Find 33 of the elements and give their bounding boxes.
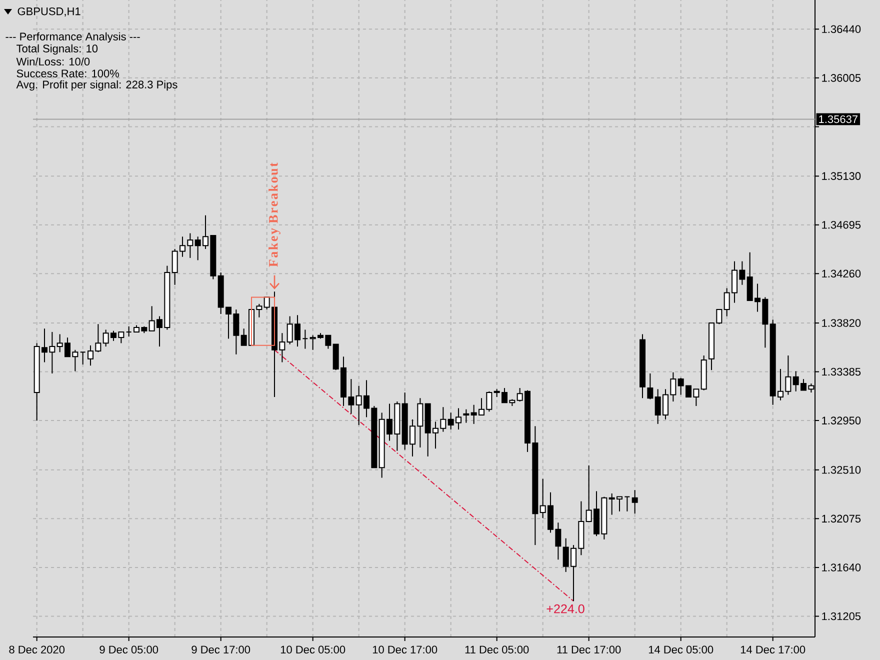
annotation: Total Signals: 10: [16, 44, 98, 55]
y-tick-label: 1.34695: [822, 220, 861, 229]
y-tick-label: 1.36005: [822, 74, 861, 82]
y-tick-label: 1.36440: [822, 25, 861, 34]
x-tick-label: 9 Dec 05:00: [100, 646, 158, 654]
annotation: Success Rate: 100%: [16, 70, 119, 78]
y-tick-label: 1.31640: [822, 564, 861, 572]
x-tick-label: 10 Dec 05:00: [280, 646, 346, 654]
text: GBPUSD,H1: [18, 7, 80, 17]
y-tick-label: 1.32510: [822, 466, 861, 474]
annotation: Avg. Profit per signal: 228.3 Pips: [16, 80, 178, 91]
y-tick-label: 1.33385: [822, 368, 861, 376]
candlestick: [302, 329, 308, 350]
annotation: Win/Loss: 10/0: [16, 57, 90, 66]
candlestick: [632, 490, 638, 514]
x-tick-label: 14 Dec 17:00: [740, 646, 806, 654]
y-tick-label: 1.32950: [822, 416, 861, 424]
x-tick-label: 11 Dec 05:00: [465, 646, 529, 654]
candlestick: [640, 334, 646, 399]
y-tick-label: 1.35130: [822, 172, 861, 180]
y-tick-label: 1.31205: [822, 612, 861, 620]
x-tick-label: 9 Dec 17:00: [192, 646, 250, 654]
annotation: Fakey Breakout: [268, 162, 280, 267]
x-tick-label: 10 Dec 17:00: [372, 646, 438, 654]
x-tick-label: 8 Dec 2020: [9, 646, 65, 654]
y-tick-label: 1.34260: [822, 270, 861, 278]
y-tick-label: 1.33820: [822, 319, 861, 327]
ref-line-label: 1.35637: [819, 115, 858, 124]
x-tick-label: 14 Dec 05:00: [648, 646, 714, 654]
annotation: --- Performance Analysis ---: [6, 32, 140, 43]
x-tick-label: 11 Dec 17:00: [557, 646, 621, 654]
annotation: +224.0: [546, 604, 584, 614]
y-tick-label: 1.32075: [822, 514, 861, 523]
